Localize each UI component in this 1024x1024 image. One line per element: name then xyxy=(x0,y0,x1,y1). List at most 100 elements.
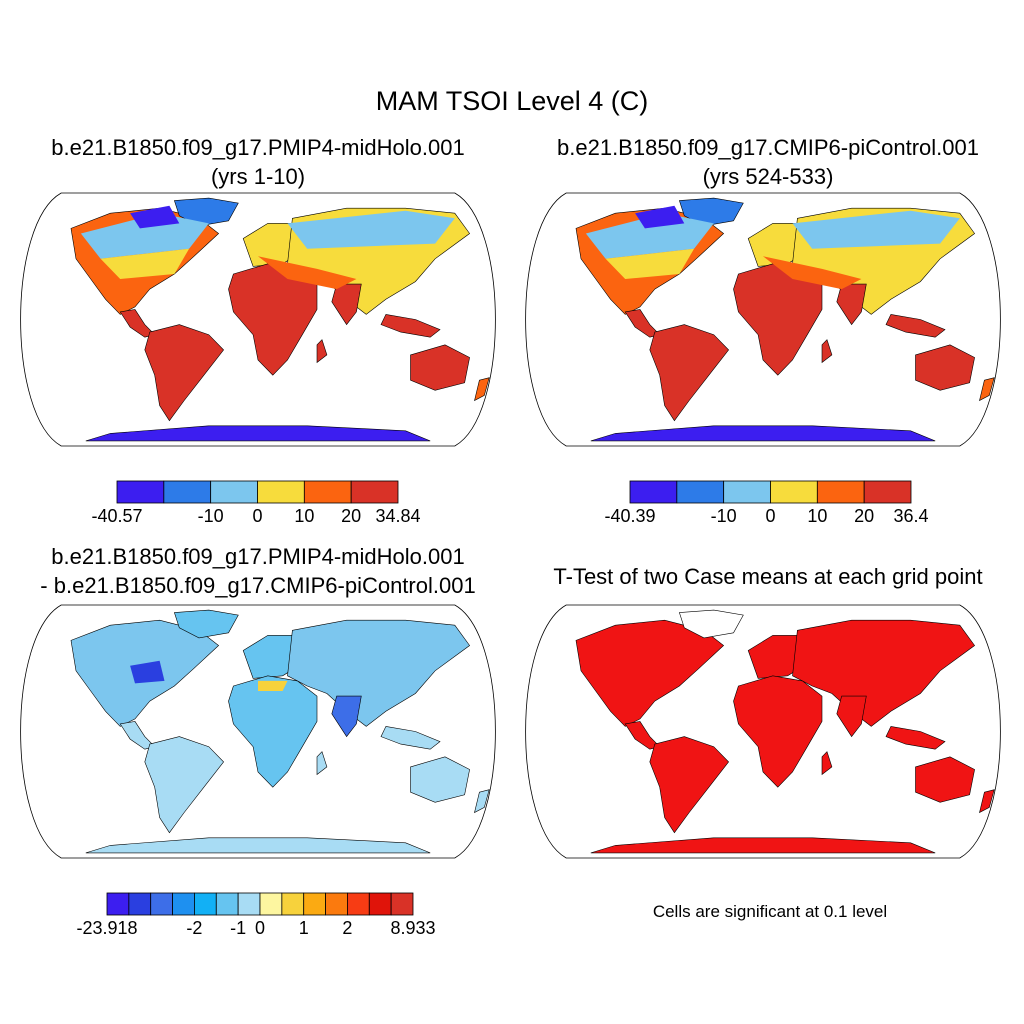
map-1-cold-band-asia xyxy=(287,210,455,249)
colorbar-2-tick-label: 10 xyxy=(807,506,828,526)
map-2-arctic-canada xyxy=(635,205,685,229)
map-2-madag xyxy=(821,339,833,364)
map-1-aus xyxy=(410,344,470,391)
map-3-warm-anomaly-med xyxy=(258,680,288,691)
map-2-cold-band-na xyxy=(585,213,714,259)
colorbar-3-tick-label: 0 xyxy=(254,918,266,938)
map-1-warm-band-asia xyxy=(258,256,357,290)
map-3-india xyxy=(331,695,362,738)
panel-3-title-line1: b.e21.B1850.f09_g17.PMIP4-midHolo.001 xyxy=(51,544,465,569)
map-2-ant xyxy=(590,425,936,442)
map-4-ant xyxy=(590,837,936,854)
colorbar-3-swatch xyxy=(194,892,217,916)
panel-4-title-line1: T-Test of two Case means at each grid po… xyxy=(553,564,983,589)
colorbar-1-swatch xyxy=(210,480,258,504)
colorbar-1-tick-label: -40.57 xyxy=(91,506,143,526)
map-1-cold-band-na xyxy=(80,213,209,259)
colorbar-2 xyxy=(629,480,912,504)
colorbar-3-swatch xyxy=(106,892,130,916)
map-1-greenland xyxy=(173,197,239,227)
colorbar-1-swatch xyxy=(163,480,212,504)
panel-1-title-line2: (yrs 1-10) xyxy=(210,164,306,189)
map-4-nz xyxy=(979,789,995,814)
map-1-mild-band-na xyxy=(100,248,190,279)
map-4-aus xyxy=(915,756,975,803)
map-3-nz xyxy=(474,789,490,814)
map-1-madag xyxy=(316,339,328,364)
map-1-india xyxy=(331,283,362,326)
colorbar-1-tick-label: 34.84 xyxy=(375,506,421,526)
colorbar-3-swatch xyxy=(237,892,261,916)
colorbar-3-swatch xyxy=(128,892,152,916)
map-panel-1 xyxy=(20,192,496,447)
colorbar-2-swatch xyxy=(676,480,725,504)
colorbar-2-tick-label: 36.4 xyxy=(893,506,929,526)
colorbar-3-tick-label: 2 xyxy=(342,918,353,938)
map-2-india xyxy=(836,283,867,326)
map-4-asia xyxy=(792,619,976,727)
map-1-seasia xyxy=(380,314,441,338)
map-3-sam xyxy=(144,736,224,834)
colorbar-2-swatch xyxy=(770,480,818,504)
map-2-nz xyxy=(979,377,995,402)
colorbar-2-swatch xyxy=(863,480,912,504)
map-3-madag xyxy=(316,751,328,776)
map-2-aus xyxy=(915,344,975,391)
colorbar-3-tick-label: -2 xyxy=(186,918,203,938)
colorbar-3-swatch xyxy=(215,892,239,916)
colorbar-2-swatch xyxy=(723,480,771,504)
colorbar-1-swatch xyxy=(257,480,305,504)
map-panel-4 xyxy=(525,604,1001,859)
map-3-ant xyxy=(85,837,431,854)
colorbar-3-tick-label: 1 xyxy=(298,918,309,938)
map-4-seasia xyxy=(885,726,946,750)
colorbar-3-swatch xyxy=(172,892,195,916)
panel-3-title-line2: - b.e21.B1850.f09_g17.CMIP6-piControl.00… xyxy=(40,573,476,598)
colorbar-2-tick-label: -40.39 xyxy=(604,506,656,526)
map-1-nz xyxy=(474,377,490,402)
map-3-cold-anomaly-na xyxy=(130,660,165,684)
colorbar-3-swatch xyxy=(325,892,348,916)
colorbar-2-tick-label: -10 xyxy=(710,506,737,526)
colorbar-3-swatch xyxy=(390,892,414,916)
colorbar-2-swatch xyxy=(629,480,678,504)
colorbar-3-swatch xyxy=(347,892,370,916)
panel-1-title-line1: b.e21.B1850.f09_g17.PMIP4-midHolo.001 xyxy=(51,135,465,160)
colorbar-3-tick-label: -1 xyxy=(230,918,247,938)
map-4-india xyxy=(836,695,867,738)
colorbar-2-tick-label: 20 xyxy=(854,506,875,526)
map-panel-2 xyxy=(525,192,1001,447)
map-2-mild-band-na xyxy=(605,248,695,279)
map-1-sam xyxy=(144,324,224,422)
colorbar-3-swatch xyxy=(368,892,392,916)
colorbar-3-swatch xyxy=(259,892,283,916)
colorbar-3-swatch xyxy=(303,892,326,916)
map-3-africa xyxy=(228,675,318,788)
map-4-sam xyxy=(649,736,729,834)
map-3-greenland xyxy=(173,609,239,639)
panel-1-title: b.e21.B1850.f09_g17.PMIP4-midHolo.001 (y… xyxy=(2,133,514,191)
map-1-arctic-canada xyxy=(130,205,180,229)
colorbar-1-swatch xyxy=(116,480,165,504)
colorbar-3-tick-label: -23.918 xyxy=(76,918,138,938)
panel-3-title: b.e21.B1850.f09_g17.PMIP4-midHolo.001 - … xyxy=(2,542,514,600)
significance-note: Cells are significant at 0.1 level xyxy=(652,902,888,921)
map-2-warm-band-asia xyxy=(763,256,862,290)
colorbar-1-tick-label: 0 xyxy=(252,506,263,526)
map-1-ant xyxy=(85,425,431,442)
map-2-cold-band-asia xyxy=(792,210,960,249)
map-4-nam xyxy=(575,619,725,727)
map-panel-3 xyxy=(20,604,496,859)
map-3-asia xyxy=(287,619,471,727)
colorbar-2-tick-label: 0 xyxy=(765,506,776,526)
map-4-africa xyxy=(733,675,823,788)
colorbar-1 xyxy=(116,480,399,504)
panel-2-title: b.e21.B1850.f09_g17.CMIP6-piControl.001 … xyxy=(512,133,1024,191)
figure-title: MAM TSOI Level 4 (C) xyxy=(375,86,649,116)
panel-4-title: T-Test of two Case means at each grid po… xyxy=(512,562,1024,591)
colorbar-2-swatch xyxy=(816,480,865,504)
colorbar-1-swatch xyxy=(350,480,399,504)
colorbar-3-swatch xyxy=(150,892,173,916)
colorbar-3-swatch xyxy=(281,892,305,916)
